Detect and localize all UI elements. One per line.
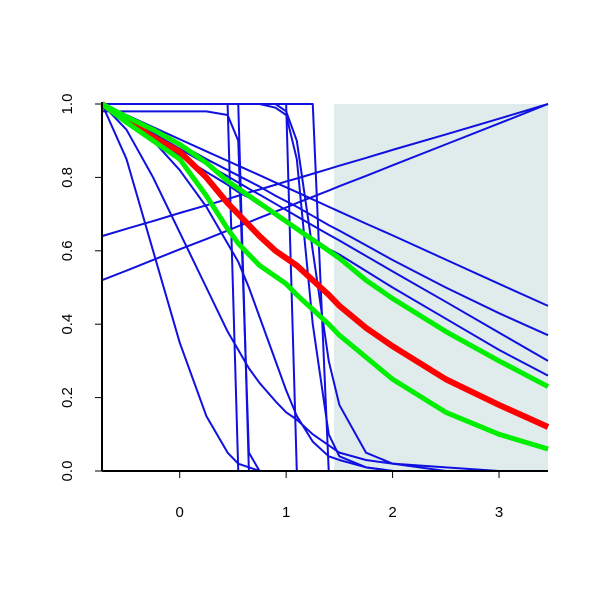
line-series — [101, 103, 549, 307]
x-tick-label: 2 — [388, 504, 396, 521]
line-series — [102, 103, 548, 472]
line-series — [100, 101, 550, 430]
y-tick-label: 1.0 — [59, 94, 76, 115]
line-series — [101, 103, 548, 472]
line-series — [101, 103, 549, 282]
y-tick-label: 0.6 — [59, 240, 76, 261]
x-tick-label: 1 — [282, 504, 290, 521]
y-tick-label: 0.2 — [59, 387, 76, 408]
y-tick-label: 0.0 — [59, 461, 76, 482]
line-series — [100, 101, 550, 389]
line-series — [101, 103, 549, 362]
x-tick-label: 3 — [495, 504, 503, 521]
line-series — [101, 103, 549, 238]
y-tick-label: 0.4 — [59, 314, 76, 335]
x-tick-label: 0 — [176, 504, 184, 521]
y-tick-label: 0.8 — [59, 167, 76, 188]
shaded-region — [334, 104, 548, 471]
line-series — [100, 101, 549, 452]
